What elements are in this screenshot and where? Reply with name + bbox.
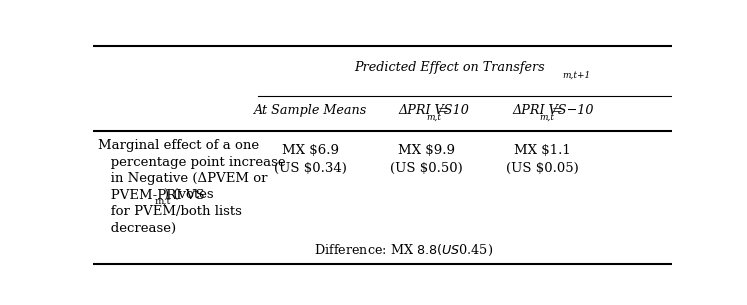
Text: At Sample Means: At Sample Means xyxy=(254,104,367,117)
Text: ) (votes: ) (votes xyxy=(164,188,214,202)
Text: m,t: m,t xyxy=(426,113,441,122)
Text: = −10: = −10 xyxy=(548,104,594,117)
Text: Predicted Effect on Transfers: Predicted Effect on Transfers xyxy=(354,61,545,74)
Text: Marginal effect of a one: Marginal effect of a one xyxy=(98,139,259,152)
Text: m,t: m,t xyxy=(155,196,171,206)
Text: in Negative (ΔPVEM or: in Negative (ΔPVEM or xyxy=(98,172,267,185)
Text: (US $0.05): (US $0.05) xyxy=(506,162,578,175)
Text: decrease): decrease) xyxy=(98,221,176,235)
Text: PVEM-PRI VS: PVEM-PRI VS xyxy=(98,188,205,202)
Text: m,t: m,t xyxy=(540,113,555,122)
Text: MX $1.1: MX $1.1 xyxy=(514,144,571,157)
Text: (US $0.34): (US $0.34) xyxy=(274,162,347,175)
Text: MX $9.9: MX $9.9 xyxy=(397,144,455,157)
Text: (US $0.50): (US $0.50) xyxy=(390,162,462,175)
Text: MX $6.9: MX $6.9 xyxy=(282,144,339,157)
Text: Difference: MX $8.8 (US $0.45): Difference: MX $8.8 (US $0.45) xyxy=(314,243,493,258)
Text: m,t+1: m,t+1 xyxy=(562,71,591,80)
Text: ΔPRI VS: ΔPRI VS xyxy=(399,104,453,117)
Text: ΔPRI VS: ΔPRI VS xyxy=(512,104,567,117)
Text: percentage point increase: percentage point increase xyxy=(98,156,285,169)
Text: for PVEM/both lists: for PVEM/both lists xyxy=(98,205,242,218)
Text: = 10: = 10 xyxy=(434,104,469,117)
